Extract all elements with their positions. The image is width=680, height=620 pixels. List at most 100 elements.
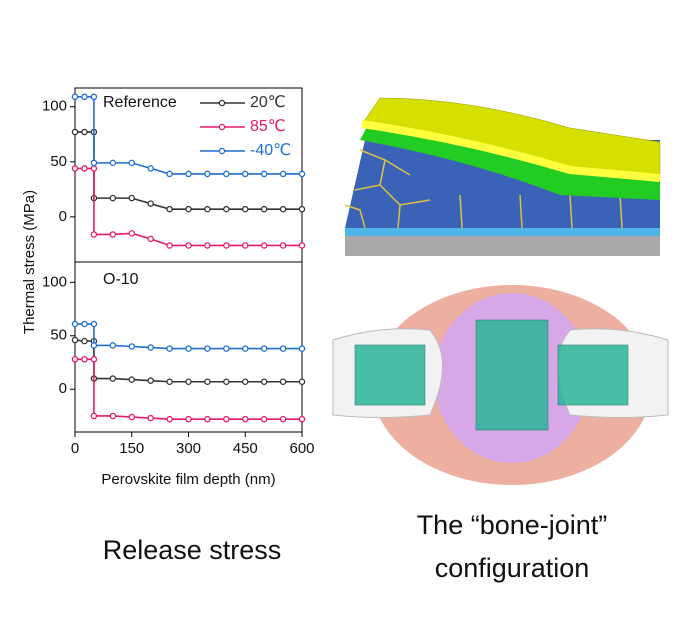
- x-tick-label: 300: [176, 440, 201, 457]
- marker: [90, 231, 98, 238]
- marker: [128, 376, 135, 383]
- y-tick-label: 100: [42, 273, 67, 290]
- marker: [204, 205, 211, 213]
- marker: [166, 205, 173, 213]
- marker: [166, 415, 173, 423]
- marker: [71, 356, 79, 363]
- series-line: [75, 323, 302, 350]
- marker: [109, 194, 117, 202]
- y-tick-label: 0: [59, 208, 67, 225]
- y-tick-label: 50: [50, 153, 67, 170]
- marker: [81, 165, 88, 172]
- marker: [241, 205, 249, 213]
- marker: [147, 344, 154, 351]
- marker: [81, 337, 88, 345]
- marker: [81, 356, 88, 363]
- marker: [279, 345, 287, 352]
- marker: [81, 320, 88, 328]
- marker: [241, 170, 249, 178]
- y-tick-label: 50: [50, 327, 67, 344]
- marker: [90, 320, 98, 328]
- marker: [241, 345, 249, 352]
- marker: [71, 320, 79, 328]
- marker: [185, 170, 192, 178]
- marker: [260, 345, 268, 352]
- marker: [204, 170, 211, 178]
- marker: [185, 378, 192, 385]
- marker: [90, 159, 98, 167]
- y-axis-label: Thermal stress (MPa): [21, 190, 38, 334]
- marker: [128, 159, 135, 167]
- marker: [204, 378, 211, 385]
- marker: [185, 205, 192, 213]
- marker: [185, 345, 192, 352]
- marker: [260, 378, 268, 385]
- legend-label: 85℃: [250, 118, 286, 135]
- marker: [298, 170, 306, 178]
- marker: [109, 231, 117, 238]
- marker: [109, 342, 117, 349]
- marker: [109, 159, 117, 167]
- marker: [90, 165, 98, 172]
- marker: [90, 356, 98, 363]
- series-line: [75, 358, 302, 420]
- x-tick-label: 0: [71, 440, 79, 457]
- marker: [223, 205, 230, 213]
- legend-marker: [218, 99, 226, 107]
- marker: [109, 412, 117, 420]
- marker: [279, 378, 287, 385]
- marker: [223, 170, 230, 178]
- marker: [166, 378, 173, 385]
- marker: [166, 170, 173, 178]
- marker: [260, 242, 268, 249]
- marker: [223, 378, 230, 385]
- marker: [81, 128, 88, 136]
- legend-label: -40℃: [250, 142, 291, 159]
- marker: [279, 170, 287, 178]
- x-axis-label: Perovskite film depth (nm): [101, 471, 275, 488]
- marker: [128, 343, 135, 350]
- x-tick-label: 600: [289, 440, 314, 457]
- marker: [71, 93, 79, 101]
- marker: [279, 205, 287, 213]
- bone-joint-illustration: [332, 285, 669, 485]
- marker: [166, 345, 173, 352]
- y-tick-label: 0: [59, 380, 67, 397]
- caption-left: Release stress: [103, 535, 282, 565]
- legend-marker: [218, 147, 226, 155]
- marker: [128, 194, 135, 202]
- marker: [241, 242, 249, 249]
- marker: [241, 378, 249, 385]
- panel-title: Reference: [103, 94, 177, 111]
- marker: [147, 235, 154, 243]
- marker: [147, 414, 154, 422]
- marker: [260, 415, 268, 423]
- marker: [81, 93, 88, 101]
- marker: [109, 375, 117, 382]
- marker: [90, 93, 98, 101]
- marker: [223, 345, 230, 352]
- marker: [260, 205, 268, 213]
- panel-title: O-10: [103, 271, 139, 288]
- marker: [298, 242, 306, 249]
- marker: [128, 413, 135, 421]
- marker: [90, 412, 98, 420]
- marker: [223, 242, 230, 249]
- x-tick-label: 150: [119, 440, 144, 457]
- marker: [298, 205, 306, 213]
- marker: [71, 165, 79, 172]
- marker: [298, 345, 306, 352]
- legend-marker: [218, 123, 226, 131]
- marker: [147, 165, 154, 172]
- marker: [241, 415, 249, 423]
- marker: [260, 170, 268, 178]
- film-illustration: [344, 97, 661, 256]
- marker: [185, 415, 192, 423]
- marker: [298, 378, 306, 385]
- marker: [279, 415, 287, 423]
- marker: [90, 342, 98, 349]
- marker: [279, 242, 287, 249]
- caption-right: configuration: [435, 553, 590, 583]
